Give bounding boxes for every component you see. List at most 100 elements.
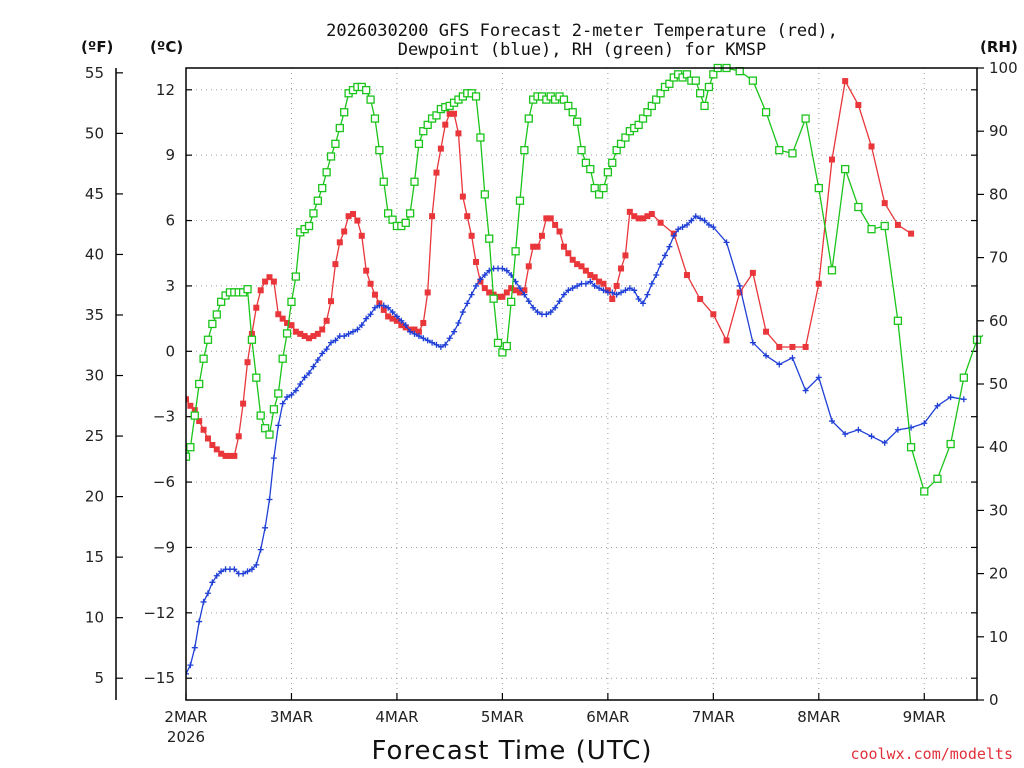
temperature-point	[600, 280, 607, 287]
temperature-point	[292, 328, 299, 335]
temperature-point	[455, 130, 462, 137]
rh-line	[186, 67, 983, 493]
temperature-point	[473, 258, 480, 265]
rh-unit-label: (RH)	[980, 38, 1018, 56]
rh-tick-label: 30	[989, 501, 1008, 519]
temperature-line	[186, 79, 912, 457]
dewpoint-point	[266, 496, 273, 503]
temperature-point	[648, 211, 655, 218]
dewpoint-point	[275, 422, 282, 429]
temperature-point	[446, 110, 453, 117]
dewpoint-point	[411, 330, 418, 337]
temperature-point	[657, 219, 664, 226]
rh-point	[775, 146, 784, 155]
temperature-point	[868, 143, 875, 150]
credit-link[interactable]: coolwx.com/modelts	[850, 745, 1013, 763]
x-tick-label: 2MAR	[164, 708, 207, 726]
temperature-point	[332, 261, 339, 268]
dewpoint-point	[257, 546, 264, 553]
series-rh	[186, 63, 983, 496]
rh-point	[594, 190, 604, 199]
rh-point	[665, 79, 674, 88]
dewpoint-point	[358, 322, 365, 329]
dewpoint-point	[657, 261, 664, 268]
dewpoint-point	[297, 381, 304, 387]
rh-point	[893, 316, 903, 325]
temperature-point	[204, 435, 211, 442]
rh-point	[748, 76, 758, 85]
dewpoint-point	[802, 387, 809, 394]
dewpoint-point	[204, 590, 211, 597]
x-tick-label: 9MAR	[903, 708, 946, 726]
dewpoint-point	[459, 309, 466, 316]
temperature-point	[495, 293, 502, 300]
temperature-point	[582, 267, 589, 274]
plot-border	[185, 67, 978, 701]
rh-point	[577, 146, 586, 155]
temperature-point	[222, 452, 229, 459]
dewpoint-point	[218, 568, 225, 575]
temperature-point	[253, 304, 260, 311]
rh-point	[581, 158, 591, 167]
dewpoint-point	[187, 662, 194, 669]
rh-point	[761, 108, 771, 117]
x-tick-label: 5MAR	[481, 708, 524, 726]
dewpoint-point	[455, 319, 462, 326]
temperature-point	[815, 280, 822, 287]
dewpoint-point	[306, 370, 313, 377]
temperature-point	[538, 232, 545, 239]
temperature-point	[635, 215, 642, 222]
dewpoint-line	[186, 215, 964, 675]
temperature-point	[697, 296, 704, 303]
temperature-point	[503, 289, 510, 296]
temperature-point	[363, 267, 370, 274]
temperature-point	[631, 213, 638, 220]
dewpoint-point	[613, 291, 620, 298]
rh-point	[498, 348, 507, 357]
dewpoint-point	[477, 276, 484, 283]
rh-point	[256, 411, 265, 420]
rh-point	[195, 379, 204, 389]
temperature-point	[521, 287, 528, 294]
temperature-point	[530, 243, 537, 250]
rh-point	[643, 108, 652, 117]
rh-point	[401, 218, 410, 227]
temperature-point	[776, 343, 783, 350]
rh-point	[652, 95, 661, 104]
dewpoint-point	[596, 285, 603, 292]
dewpoint-point	[464, 300, 471, 307]
x-tick-label: 7MAR	[692, 708, 735, 726]
rh-point	[880, 221, 889, 231]
rh-point	[388, 215, 397, 224]
rh-point	[410, 177, 419, 186]
dewpoint-point	[666, 243, 673, 250]
rh-point	[322, 168, 331, 177]
temperature-point	[358, 232, 365, 239]
temperature-point	[191, 407, 198, 414]
dewpoint-point	[288, 391, 295, 398]
dewpoint-point	[345, 330, 352, 337]
rh-point	[524, 114, 533, 123]
dewpoint-point	[481, 272, 488, 279]
dewpoint-point	[310, 363, 317, 370]
rh-point	[638, 114, 648, 123]
temperature-point	[314, 330, 321, 337]
rh-point	[313, 196, 322, 205]
rh-point	[269, 405, 279, 414]
rh-point	[704, 82, 714, 92]
dewpoint-point	[398, 317, 405, 324]
fahrenheit-unit-label: (ºF)	[81, 38, 113, 56]
dewpoint-point	[626, 285, 633, 292]
temperature-point	[270, 278, 277, 285]
temperature-point	[578, 263, 585, 270]
temperature-point	[240, 400, 247, 407]
dewpoint-point	[349, 328, 356, 335]
rh-point	[480, 190, 489, 199]
dewpoint-point	[960, 396, 967, 403]
dewpoint-point	[341, 333, 348, 340]
dewpoint-point	[200, 598, 207, 605]
chart-title-line1: 2026030200 GFS Forecast 2-meter Temperat…	[326, 21, 838, 41]
rh-tick-label: 0	[989, 691, 999, 709]
rh-point	[199, 354, 208, 363]
rh-point	[282, 329, 292, 338]
